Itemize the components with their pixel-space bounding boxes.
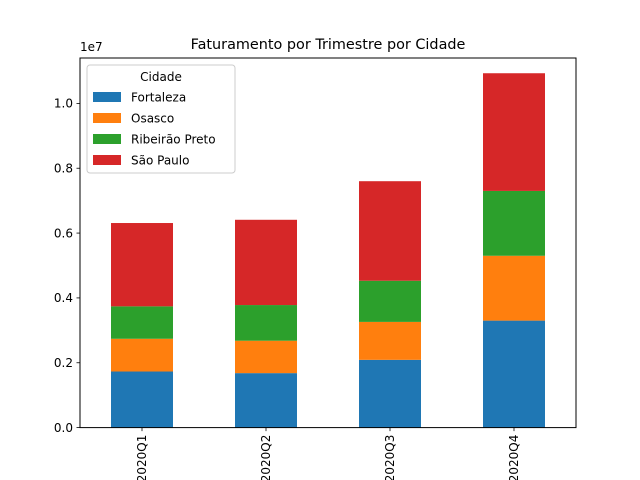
bar-2020Q2-series-0: [235, 373, 297, 428]
legend: Cidade Fortaleza Osasco Ribeirão Preto São …: [86, 64, 236, 174]
y-tick-label: 0.4: [54, 291, 73, 305]
bar-2020Q2-series-2: [235, 305, 297, 341]
bar-2020Q3-series-3: [359, 181, 421, 281]
bar-2020Q1-series-0: [111, 371, 173, 428]
legend-label: Ribeirão Preto: [131, 133, 216, 147]
y-tick-label: 0.0: [54, 421, 73, 435]
bar-2020Q4-series-1: [483, 255, 545, 321]
legend-swatch: [93, 92, 121, 102]
bar-2020Q2-series-1: [235, 340, 297, 374]
legend-swatch: [93, 134, 121, 144]
bar-2020Q4-series-0: [483, 320, 545, 428]
x-tick-label: 2020Q1: [135, 435, 149, 480]
legend-swatch: [93, 155, 121, 165]
legend-title: Cidade: [140, 70, 182, 84]
legend-swatch: [93, 113, 121, 123]
y-tick-label: 0.8: [54, 161, 73, 175]
x-axis: 2020Q1 2020Q2 2020Q3 2020Q4: [135, 427, 521, 480]
chart-title: Faturamento por Trimestre por Cidade: [191, 37, 466, 53]
y-tick-label: 0.2: [54, 356, 73, 370]
x-tick-label: 2020Q2: [259, 435, 273, 480]
bar-2020Q4-series-3: [483, 73, 545, 191]
legend-label: Fortaleza: [131, 91, 186, 105]
plot-frame: [79, 57, 577, 429]
legend-label: Osasco: [131, 112, 174, 126]
x-tick-label: 2020Q3: [383, 435, 397, 480]
bar-2020Q1-series-2: [111, 306, 173, 339]
bar-2020Q1-series-3: [111, 223, 173, 307]
y-tick-label: 1.0: [54, 97, 73, 111]
bar-2020Q4-series-2: [483, 190, 545, 256]
x-tick-label: 2020Q4: [507, 435, 521, 480]
y-offset-label: 1e7: [80, 40, 103, 54]
bar-2020Q3-series-1: [359, 321, 421, 360]
bar-2020Q1-series-1: [111, 338, 173, 372]
y-tick-label: 0.6: [54, 226, 73, 240]
legend-box: [86, 64, 236, 174]
y-axis: 0.0 0.2 0.4 0.6 0.8 1.0: [54, 97, 80, 435]
bar-2020Q3-series-0: [359, 359, 421, 428]
bar-2020Q3-series-2: [359, 280, 421, 322]
bars-layer: [111, 73, 545, 428]
bar-2020Q2-series-3: [235, 219, 297, 306]
legend-label: São Paulo: [131, 154, 189, 168]
